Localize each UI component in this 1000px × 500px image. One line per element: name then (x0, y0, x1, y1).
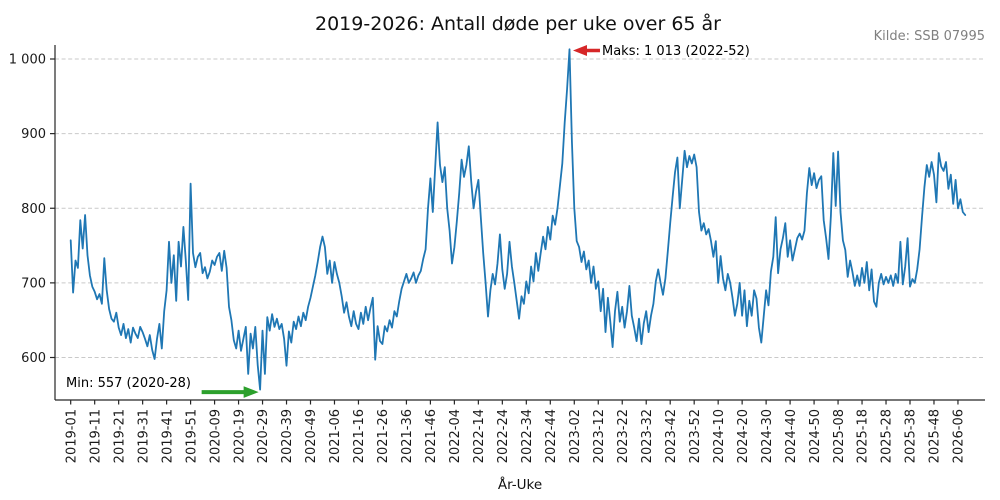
x-tick-label: 2020-49 (304, 409, 319, 463)
x-tick-label: 2019-11 (88, 409, 103, 463)
x-tick-label: 2024-40 (784, 409, 799, 463)
min-annotation-label: Min: 557 (2020-28) (66, 376, 191, 391)
y-tick-label: 800 (21, 202, 46, 217)
y-tick-label: 700 (21, 276, 46, 291)
y-tick-label: 600 (21, 351, 46, 366)
x-tick-label: 2020-39 (280, 409, 295, 463)
x-tick-label: 2025-38 (904, 409, 919, 463)
x-tick-label: 2025-18 (856, 409, 871, 463)
x-tick-label: 2019-41 (160, 409, 175, 463)
x-tick-label: 2021-36 (400, 409, 415, 463)
x-tick-label: 2019-51 (184, 409, 199, 463)
x-tick-label: 2024-10 (712, 409, 727, 463)
max-annotation-arrow (572, 44, 600, 56)
x-tick-label: 2019-01 (64, 409, 79, 463)
x-tick-label: 2023-52 (688, 409, 703, 463)
min-annotation-arrow (201, 386, 259, 398)
x-tick-label: 2021-06 (328, 409, 343, 463)
x-tick-label: 2024-20 (736, 409, 751, 463)
x-tick-label: 2020-09 (208, 409, 223, 463)
x-axis-label: År-Uke (497, 477, 543, 493)
x-tick-label: 2021-26 (376, 409, 391, 463)
x-tick-label: 2021-16 (352, 409, 367, 463)
axis-spines (54, 45, 985, 401)
gridlines (55, 58, 985, 358)
x-tick-label: 2025-08 (832, 409, 847, 463)
x-tick-label: 2024-50 (808, 409, 823, 463)
x-tick-label: 2019-31 (136, 409, 151, 463)
x-tick-label: 2022-14 (472, 409, 487, 463)
max-annotation-label: Maks: 1 013 (2022-52) (602, 44, 750, 59)
x-tick-label: 2020-29 (256, 409, 271, 463)
x-tick-label: 2022-44 (544, 409, 559, 463)
x-tick-label: 2024-30 (760, 409, 775, 463)
x-tick-label: 2022-24 (496, 409, 511, 463)
x-tick-label: 2019-21 (112, 409, 127, 463)
y-axis-ticks: 600 700 800 900 1 000 (9, 53, 55, 366)
y-tick-label: 1 000 (9, 53, 46, 68)
x-axis-ticks: 2019-01 2019-11 2019-21 2019-31 2019-41 2019-… (64, 400, 967, 463)
x-tick-label: 2020-19 (232, 409, 247, 463)
x-tick-label: 2025-48 (928, 409, 943, 463)
x-tick-label: 2023-12 (592, 409, 607, 463)
x-tick-label: 2022-04 (448, 409, 463, 463)
x-tick-label: 2026-06 (952, 409, 967, 463)
x-tick-label: 2021-46 (424, 409, 439, 463)
x-tick-label: 2023-42 (664, 409, 679, 463)
chart-title: 2019-2026: Antall døde per uke over 65 å… (315, 13, 721, 35)
x-tick-label: 2025-28 (880, 409, 895, 463)
data-line (69, 48, 967, 391)
x-tick-label: 2023-02 (568, 409, 583, 463)
y-tick-label: 900 (21, 127, 46, 142)
x-tick-label: 2023-32 (640, 409, 655, 463)
x-tick-label: 2022-34 (520, 409, 535, 463)
x-tick-label: 2023-22 (616, 409, 631, 463)
source-label: Kilde: SSB 07995 (873, 29, 985, 44)
